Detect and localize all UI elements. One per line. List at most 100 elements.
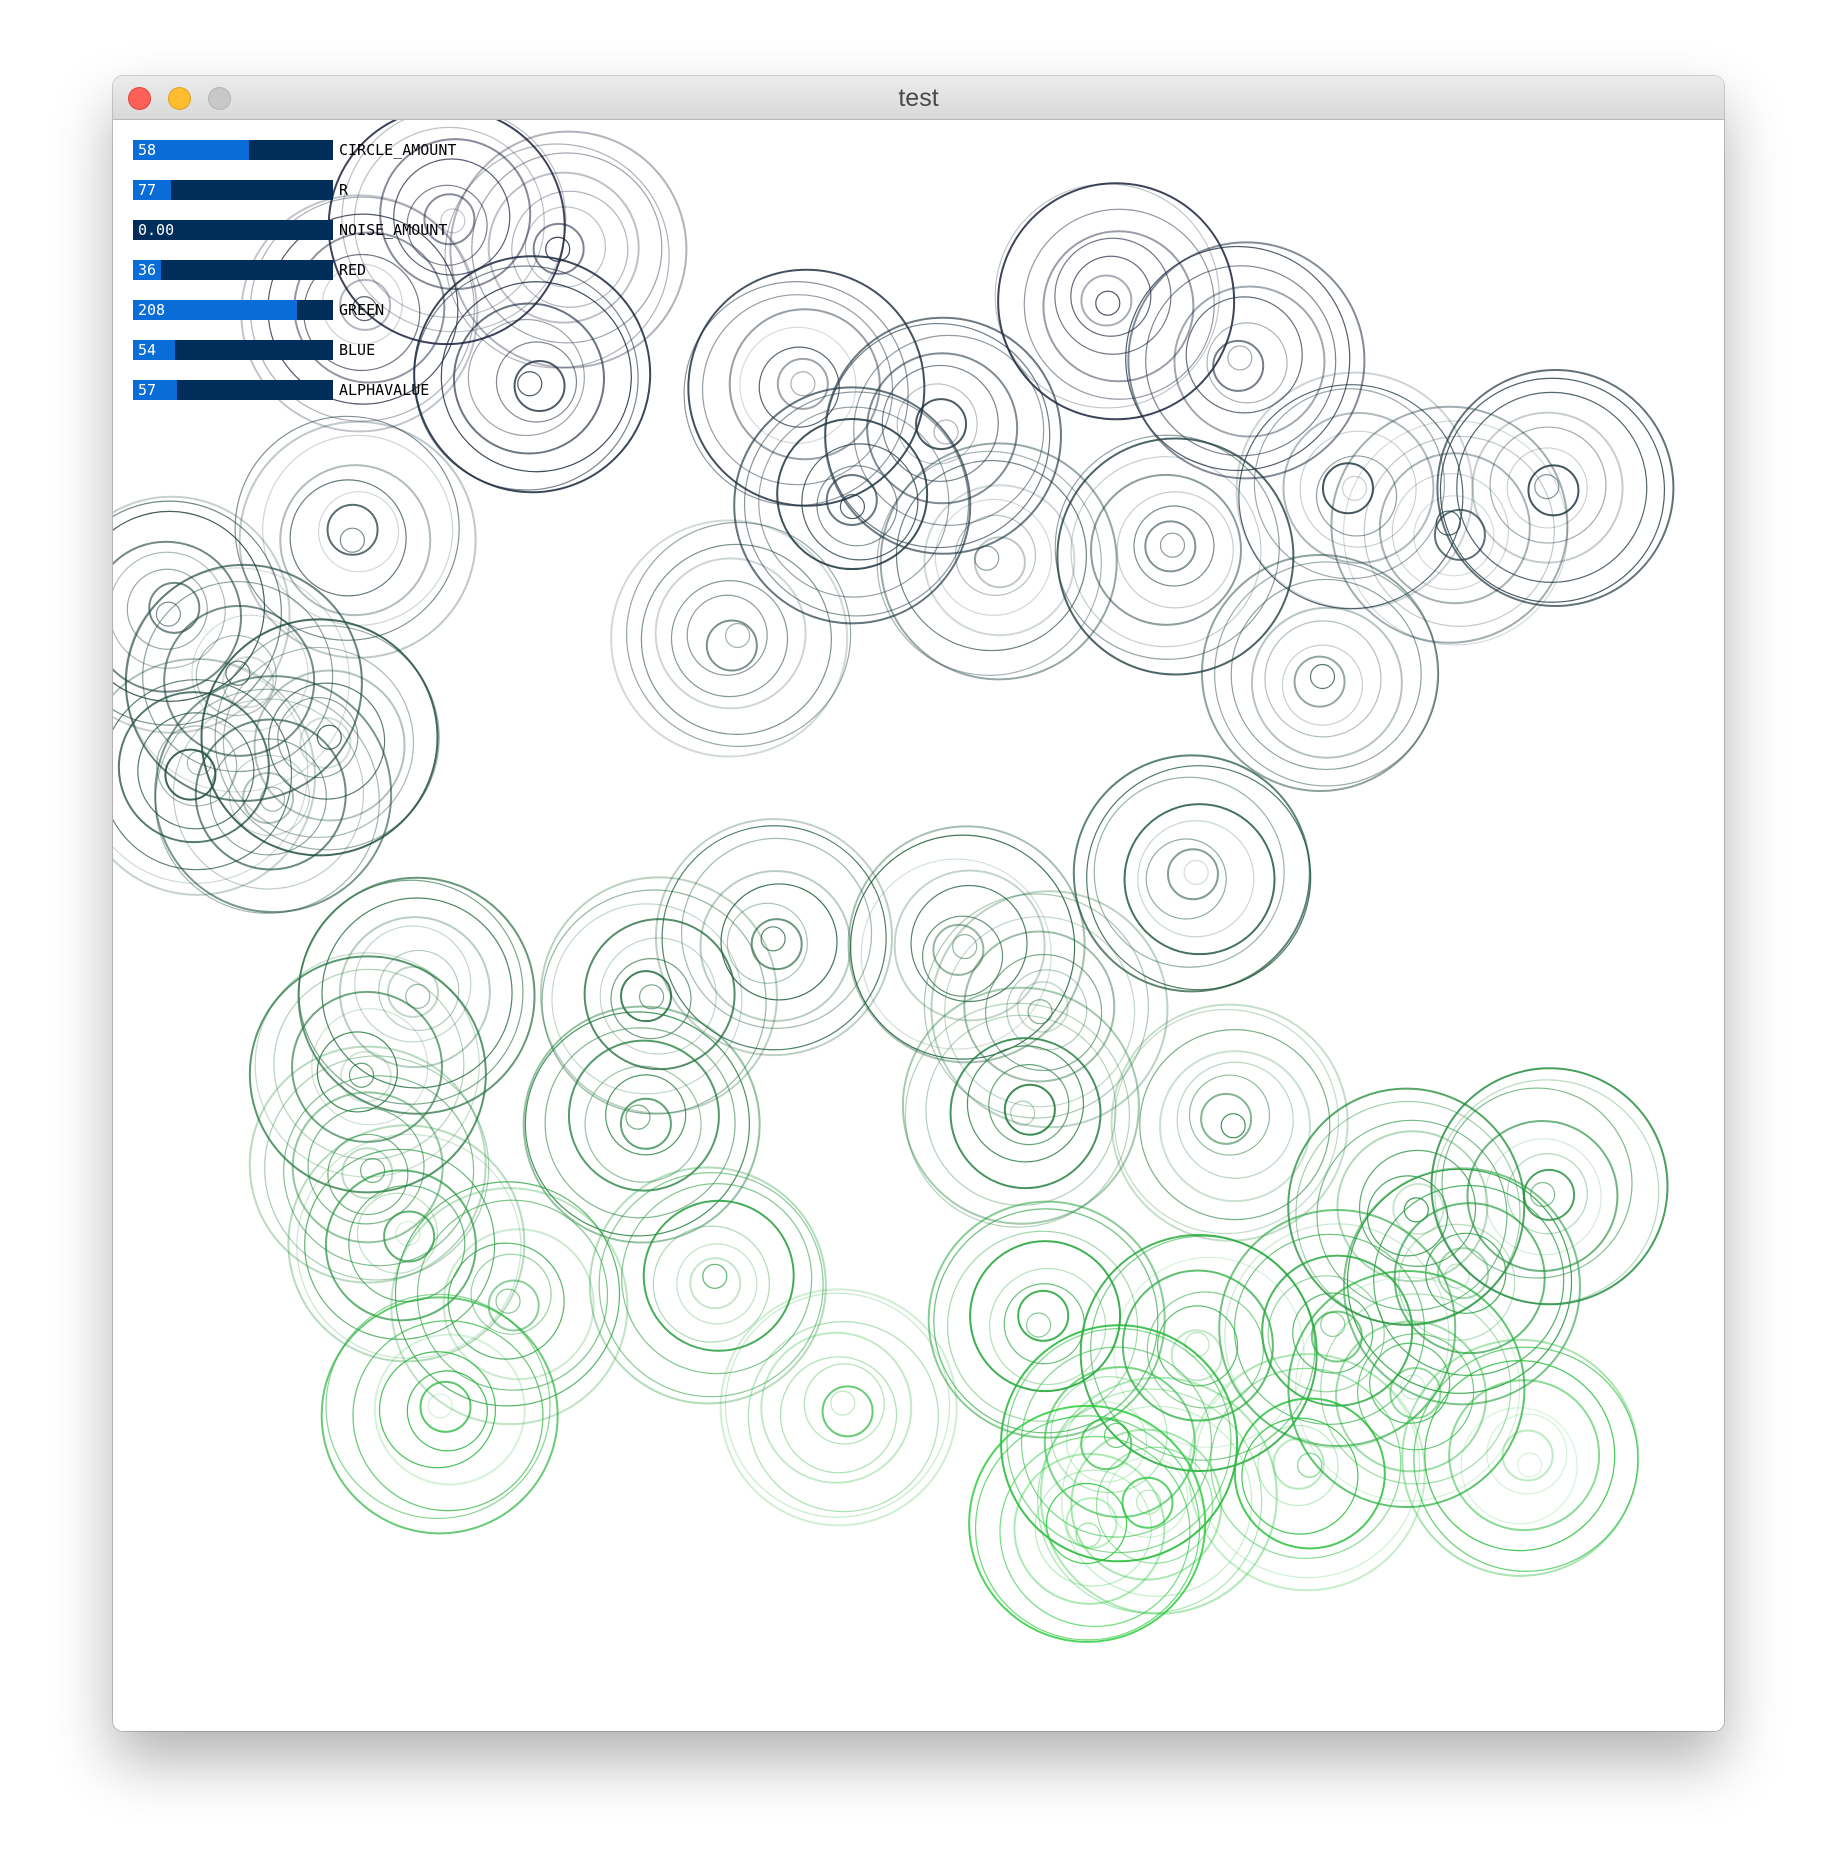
zoom-button[interactable]: [208, 87, 231, 110]
ring: [339, 278, 392, 331]
ring-cluster: [124, 563, 363, 802]
ring: [317, 491, 400, 573]
ring-cluster: [200, 618, 440, 857]
slider-track[interactable]: 0.00: [133, 220, 333, 240]
ring: [1287, 1270, 1526, 1509]
slider-alphavalue[interactable]: 57 ALPHAVALUE: [133, 380, 553, 400]
slider-track[interactable]: 58: [133, 140, 333, 160]
ring: [353, 126, 545, 319]
ring: [1389, 1366, 1442, 1419]
close-button[interactable]: [128, 87, 151, 110]
ring: [495, 1288, 521, 1314]
ring: [1137, 820, 1255, 938]
slider-track[interactable]: 36: [133, 260, 333, 280]
ring: [1400, 1374, 1426, 1400]
ring: [1213, 561, 1440, 787]
ring: [113, 500, 282, 726]
ring: [307, 1107, 425, 1225]
ring: [1292, 1292, 1374, 1374]
ring-cluster: [588, 1166, 827, 1405]
window-title: test: [898, 84, 939, 112]
ring: [228, 754, 310, 836]
slider-blue[interactable]: 54 BLUE: [133, 340, 553, 360]
slider-label: BLUE: [339, 341, 376, 359]
ring: [1080, 274, 1133, 327]
slider-red[interactable]: 36 RED: [133, 260, 553, 280]
ring-cluster: [320, 1293, 559, 1535]
ring-cluster: [1342, 1167, 1581, 1406]
ring: [1342, 420, 1569, 646]
title-bar[interactable]: test: [113, 76, 1724, 120]
ring: [1437, 1247, 1490, 1300]
ring: [969, 1240, 1122, 1393]
ring: [1042, 230, 1195, 383]
slider-track[interactable]: 77: [133, 180, 333, 200]
sketch-canvas[interactable]: 58 CIRCLE_AMOUNT 77 R 0.00 NOISE_AMOUNT: [113, 120, 1724, 1731]
ring: [440, 281, 632, 473]
ring: [1183, 859, 1209, 886]
slider-track[interactable]: 57: [133, 380, 333, 400]
ring: [242, 772, 295, 825]
ring: [387, 965, 440, 1018]
ring: [1444, 1263, 1470, 1289]
ring: [849, 834, 1076, 1060]
ring: [154, 675, 393, 914]
ring: [378, 949, 460, 1032]
ring: [522, 1005, 761, 1244]
ring: [1075, 1522, 1101, 1548]
ring: [1173, 285, 1326, 438]
ring: [1113, 1008, 1339, 1235]
slider-r[interactable]: 77 R: [133, 180, 553, 200]
ring: [137, 712, 255, 830]
slider-noise-amount[interactable]: 0.00 NOISE_AMOUNT: [133, 220, 553, 240]
ring: [1010, 1100, 1036, 1126]
ring: [760, 926, 786, 952]
ring: [1264, 620, 1382, 738]
ring: [299, 716, 352, 769]
ring: [467, 318, 585, 437]
ring: [1003, 1083, 1056, 1136]
ring: [626, 521, 852, 748]
ring: [289, 479, 407, 597]
slider-track[interactable]: 208: [133, 300, 333, 320]
ring: [1072, 754, 1311, 993]
ring: [1330, 405, 1569, 644]
ring: [1026, 1312, 1052, 1338]
ring: [923, 484, 1076, 637]
ring: [1310, 1310, 1363, 1363]
ring-cluster: [1037, 1376, 1278, 1615]
ring: [699, 870, 852, 1023]
ring: [725, 622, 751, 649]
ring: [1227, 345, 1253, 371]
ring: [989, 1267, 1107, 1386]
ring: [234, 415, 460, 641]
ring: [297, 876, 536, 1115]
ring: [1233, 1397, 1386, 1550]
slider-label: RED: [339, 261, 367, 279]
ring: [1439, 377, 1666, 603]
ring: [1023, 208, 1215, 400]
ring: [296, 1133, 522, 1360]
ring: [705, 619, 758, 672]
slider-value: 54: [138, 341, 157, 359]
ring: [544, 1027, 736, 1219]
ring: [925, 1014, 1117, 1206]
ring: [155, 601, 181, 627]
minimize-button[interactable]: [168, 87, 191, 110]
ring-cluster: [610, 519, 852, 758]
ring-cluster: [413, 255, 652, 494]
ring: [1342, 1167, 1581, 1406]
slider-fill: [133, 300, 297, 320]
slider-green[interactable]: 208 GREEN: [133, 300, 553, 320]
ring-cluster: [444, 130, 688, 369]
ring: [1166, 848, 1219, 901]
ring: [1212, 339, 1265, 392]
ring-cluster: [1200, 554, 1440, 793]
ring: [1218, 1208, 1457, 1447]
ring: [1159, 532, 1186, 558]
ring: [743, 391, 970, 617]
slider-circle-amount[interactable]: 58 CIRCLE_AMOUNT: [133, 140, 553, 160]
ring: [495, 341, 578, 423]
slider-track[interactable]: 54: [133, 340, 333, 360]
ring: [1145, 265, 1337, 457]
